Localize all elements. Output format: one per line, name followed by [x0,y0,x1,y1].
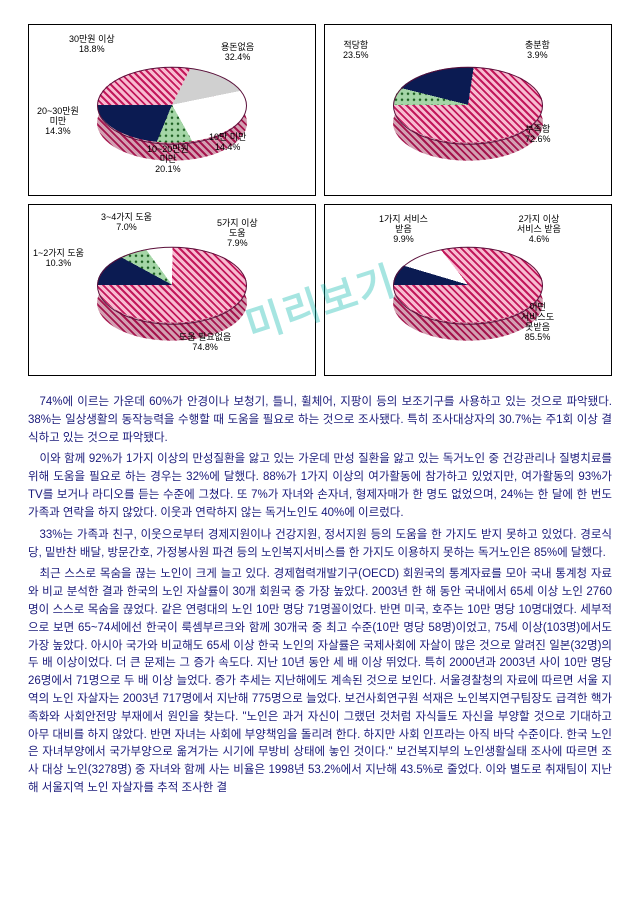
charts-grid: 용돈없음 32.4% 10만 미만 14.4% 10~20만원 미만 20.1% 20… [28,24,612,376]
pie-slice-label: 3~4가지 도움 7.0% [101,213,152,233]
paragraph: 33%는 가족과 친구, 이웃으로부터 경제지원이나 건강지원, 정서지원 등의… [28,527,612,563]
chart-bottom-left: 5가지 이상 도움 7.9% 3~4가지 도움 7.0% 1~2가지 도움 10.3… [28,204,316,376]
pie-slice-label: 부족함 72.6% [525,125,551,145]
chart-top-right: 충분함 3.9% 적당함 23.5% 부족함 72.6% [324,24,612,196]
pie-slice-label: 2가지 이상 서비스 받음 4.6% [517,215,561,245]
paragraph: 이와 함께 92%가 1가지 이상의 만성질환을 앓고 있는 가운데 만성 질환… [28,451,612,522]
pie-slice-label: 1~2가지 도움 10.3% [33,249,84,269]
paragraph: 74%에 이르는 가운데 60%가 안경이나 보청기, 틀니, 휠체어, 지팡이… [28,394,612,447]
chart-bottom-right: 2가지 이상 서비스 받음 4.6% 1가지 서비스 받음 9.9% 어떤 서비스도… [324,204,612,376]
pie-slice-label: 10~20만원 미만 20.1% [147,145,189,175]
pie-slice-label: 용돈없음 32.4% [221,43,254,63]
pie-slice-label: 어떤 서비스도 못받음 85.5% [521,303,554,343]
pie-slice-label: 30만원 이상 18.8% [69,35,115,55]
body-text: 74%에 이르는 가운데 60%가 안경이나 보청기, 틀니, 휠체어, 지팡이… [28,394,612,798]
pie-slice-label: 충분함 3.9% [525,41,550,61]
pie-slice-label: 도움 필요없음 74.8% [179,333,231,353]
pie-slice-label: 10만 미만 14.4% [209,133,246,153]
pie-slice-label: 적당함 23.5% [343,41,369,61]
pie-slice-label: 20~30만원 미만 14.3% [37,107,79,137]
pie-slice-label: 5가지 이상 도움 7.9% [217,219,258,249]
paragraph: 최근 스스로 목숨을 끊는 노인이 크게 늘고 있다. 경제협력개발기구(OEC… [28,566,612,798]
chart-top-left: 용돈없음 32.4% 10만 미만 14.4% 10~20만원 미만 20.1% 20… [28,24,316,196]
pie-slice-label: 1가지 서비스 받음 9.9% [379,215,428,245]
